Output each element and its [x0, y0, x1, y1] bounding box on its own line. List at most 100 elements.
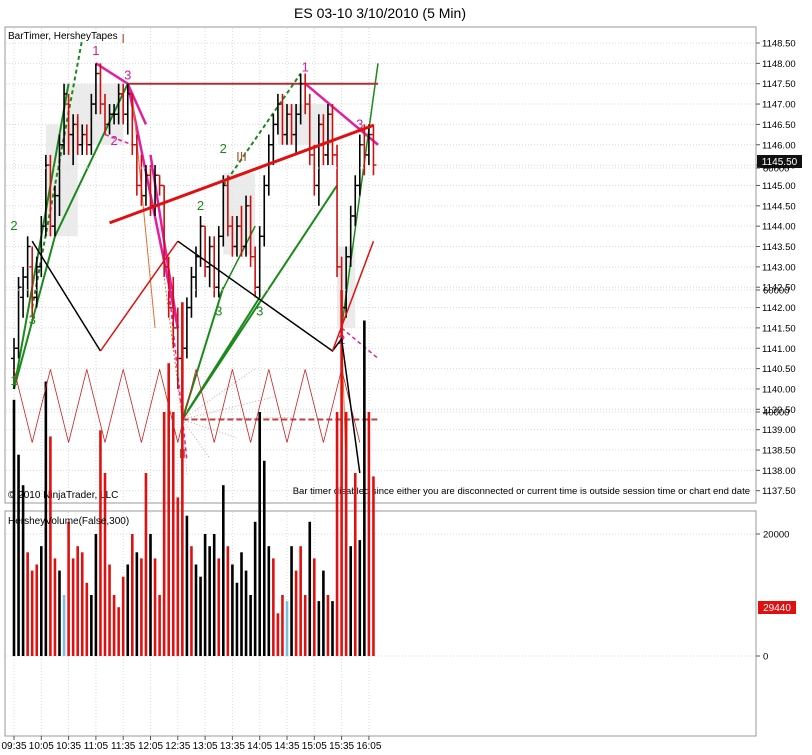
- volume-bar: [17, 454, 20, 656]
- volume-bar: [340, 290, 343, 656]
- trend-line: [13, 236, 56, 390]
- volume-bar: [58, 570, 61, 656]
- volume-bar: [131, 534, 134, 656]
- volume-bar: [76, 546, 79, 656]
- volume-bar: [212, 534, 216, 656]
- volume-bar: [272, 558, 275, 656]
- volume-bar: [158, 595, 161, 656]
- current-price-box: [757, 155, 802, 168]
- price-tick-label: 1147.00: [762, 100, 796, 111]
- wave-label: I: [121, 31, 125, 46]
- wave-label: 2: [220, 141, 227, 156]
- volume-bar: [262, 460, 266, 656]
- wave-label: 3: [29, 312, 36, 327]
- volume-panel-frame: [4, 510, 757, 737]
- volume-bar: [367, 412, 371, 656]
- time-tick-label: 12:35: [165, 741, 190, 750]
- volume-bar: [149, 534, 152, 656]
- volume-bar: [203, 534, 207, 656]
- time-tick-label: 14:05: [247, 741, 272, 750]
- price-tick-label: 1148.50: [762, 39, 796, 50]
- volume-bar: [167, 363, 170, 656]
- volume-lines: [31, 123, 375, 474]
- volume-bar: [153, 558, 157, 656]
- volume-bar: [281, 595, 284, 656]
- price-tick-label: 1146.00: [762, 140, 796, 151]
- volume-bar: [112, 595, 116, 656]
- wave-label: 1: [10, 373, 17, 388]
- trend-line: [341, 327, 379, 359]
- price-panel-frame: [4, 26, 757, 504]
- volume-bar: [317, 601, 321, 656]
- trend-line: [181, 184, 338, 421]
- volume-bar: [222, 485, 225, 656]
- price-tick-label: 1143.50: [762, 242, 796, 253]
- volume-bar: [26, 552, 29, 656]
- volume-bar: [85, 582, 89, 656]
- price-tick-label: 1147.50: [762, 79, 796, 90]
- wave-label: 1: [92, 43, 99, 58]
- price-tick-label: 1137.50: [762, 486, 796, 497]
- time-tick-label: 10:35: [56, 741, 81, 750]
- trend-line: [126, 83, 148, 125]
- price-tick-label: 1139.50: [762, 405, 796, 416]
- price-tick-label: 1142.50: [762, 283, 796, 294]
- volume-bar: [140, 558, 143, 656]
- volume-trend-line: [177, 240, 361, 474]
- price-tick-label: 1143.00: [762, 262, 796, 273]
- volume-bar: [185, 515, 189, 656]
- volume-bar: [290, 546, 293, 656]
- volume-bar: [240, 552, 243, 656]
- volume-trend-line: [109, 123, 374, 225]
- volume-bar: [162, 412, 166, 656]
- volume-bar: [94, 534, 98, 656]
- volume-tick-label: 0: [763, 652, 768, 663]
- wave-label: 2: [197, 198, 204, 213]
- time-tick-label: 13:05: [193, 741, 218, 750]
- volume-bar: [258, 412, 261, 656]
- volume-bar: [44, 381, 48, 656]
- time-tick-label: 11:35: [111, 741, 136, 750]
- price-tick-label: 1141.50: [762, 323, 796, 334]
- volume-bar: [199, 576, 202, 656]
- volume-bars: [12, 290, 375, 656]
- price-tick-label: 1148.00: [762, 59, 796, 70]
- trend-line: [54, 83, 129, 237]
- volume-bar: [12, 399, 16, 656]
- volume-bar: [71, 558, 75, 656]
- window-title: ES 03-10 3/10/2010 (5 Min): [294, 5, 466, 21]
- volume-bar: [276, 613, 280, 656]
- copyright-label: © 2010 NinjaTrader, LLC: [8, 490, 118, 501]
- time-tick-label: 15:05: [302, 741, 327, 750]
- wave-label: III: [236, 149, 247, 164]
- price-tick-label: 1144.00: [762, 222, 796, 233]
- volume-bar: [344, 412, 348, 656]
- time-tick-label: 15:35: [329, 741, 354, 750]
- volume-trend-line: [31, 240, 102, 352]
- volume-bar: [21, 485, 25, 656]
- price-tick-label: 1140.50: [762, 364, 796, 375]
- trend-line: [304, 82, 379, 146]
- volume-tick-label: 80000: [763, 164, 789, 175]
- volume-bar: [49, 436, 52, 656]
- volume-bar: [244, 570, 248, 656]
- time-tick-label: 16:05: [356, 741, 381, 750]
- wave-label: 3: [256, 304, 263, 319]
- volume-bar: [62, 595, 66, 656]
- price-tick-label: 1140.00: [762, 384, 796, 395]
- volume-bar: [249, 595, 252, 656]
- wave-label: 2: [10, 218, 17, 233]
- volume-zigzag-line: [13, 369, 361, 443]
- volume-bar: [235, 582, 239, 656]
- volume-bar: [267, 546, 271, 656]
- time-tick-label: 14:35: [274, 741, 299, 750]
- price-tick-label: 1139.00: [762, 425, 796, 436]
- volume-bar: [126, 564, 130, 656]
- volume-bar: [30, 570, 34, 656]
- current-price-label: 1145.50: [762, 157, 798, 168]
- volume-tick-label: 60000: [763, 286, 789, 297]
- current-volume-label: 29440: [763, 603, 791, 614]
- volume-bar: [67, 521, 70, 656]
- wave-label: 2: [110, 133, 117, 148]
